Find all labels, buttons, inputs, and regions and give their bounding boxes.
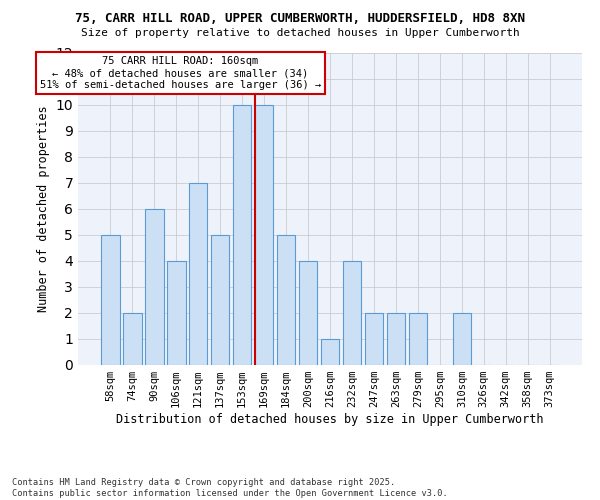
X-axis label: Distribution of detached houses by size in Upper Cumberworth: Distribution of detached houses by size … <box>116 413 544 426</box>
Text: Size of property relative to detached houses in Upper Cumberworth: Size of property relative to detached ho… <box>80 28 520 38</box>
Text: Contains HM Land Registry data © Crown copyright and database right 2025.
Contai: Contains HM Land Registry data © Crown c… <box>12 478 448 498</box>
Bar <box>409 313 427 365</box>
Bar <box>123 313 142 365</box>
Bar <box>320 339 340 365</box>
Bar <box>233 104 251 365</box>
Bar <box>365 313 383 365</box>
Bar <box>211 235 229 365</box>
Bar <box>343 261 361 365</box>
Bar <box>299 261 317 365</box>
Bar <box>386 313 405 365</box>
Bar <box>277 235 295 365</box>
Bar <box>189 182 208 365</box>
Bar <box>452 313 471 365</box>
Bar <box>101 235 119 365</box>
Bar <box>167 261 185 365</box>
Bar <box>255 104 274 365</box>
Text: 75, CARR HILL ROAD, UPPER CUMBERWORTH, HUDDERSFIELD, HD8 8XN: 75, CARR HILL ROAD, UPPER CUMBERWORTH, H… <box>75 12 525 26</box>
Bar <box>145 209 164 365</box>
Text: 75 CARR HILL ROAD: 160sqm
← 48% of detached houses are smaller (34)
51% of semi-: 75 CARR HILL ROAD: 160sqm ← 48% of detac… <box>40 56 321 90</box>
Y-axis label: Number of detached properties: Number of detached properties <box>37 106 50 312</box>
